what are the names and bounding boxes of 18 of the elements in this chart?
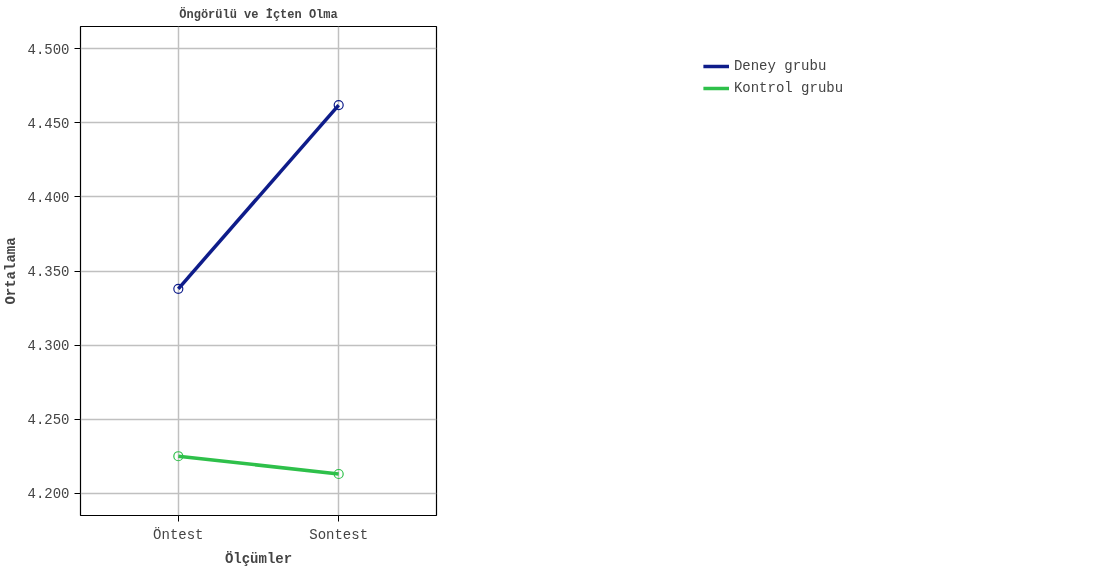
y-tick-label: 4.300 bbox=[27, 338, 70, 355]
point bbox=[173, 283, 184, 294]
y-tick-label: 4.500 bbox=[27, 41, 70, 58]
point bbox=[333, 99, 344, 111]
point bbox=[173, 451, 184, 462]
y-tick-label: 4.400 bbox=[27, 189, 70, 206]
chart-title: Öngörülü ve İçten Olma bbox=[179, 5, 338, 22]
y-tick-label: 4.250 bbox=[27, 412, 70, 429]
x-tick-label: Öntest bbox=[153, 525, 204, 543]
y-tick-label: 4.200 bbox=[27, 486, 70, 503]
legend-label: Kontrol grubu bbox=[733, 80, 844, 96]
legend-label: Deney grubu bbox=[733, 58, 827, 74]
y-tick-label: 4.450 bbox=[27, 115, 70, 132]
point bbox=[333, 468, 344, 480]
x-axis-title: Ölçümler bbox=[224, 550, 293, 567]
y-tick-label: 4.350 bbox=[27, 264, 70, 280]
y-axis-title: Ortalama bbox=[3, 236, 20, 305]
x-tick-label: Sontest bbox=[309, 526, 369, 543]
